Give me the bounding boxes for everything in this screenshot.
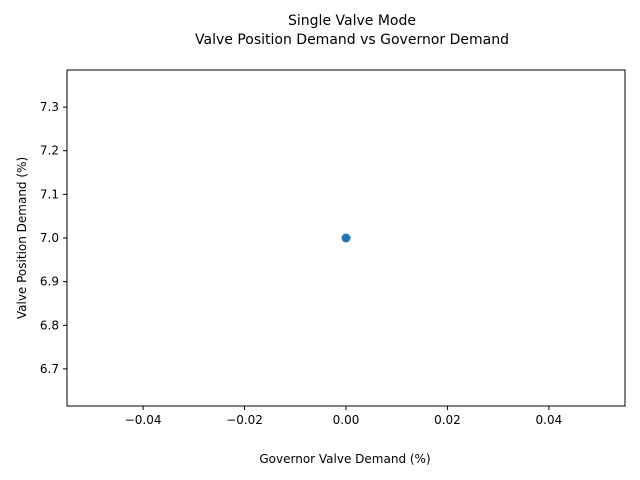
data-points	[341, 233, 351, 243]
data-point	[341, 233, 351, 243]
x-tick-label: −0.02	[226, 413, 263, 427]
x-axis-ticks: −0.04 −0.02 0.00 0.02 0.04	[125, 406, 563, 427]
y-axis-label: Valve Position Demand (%)	[15, 157, 29, 319]
y-tick-label: 6.7	[40, 362, 59, 376]
y-tick-label: 7.0	[40, 231, 59, 245]
y-tick-label: 7.2	[40, 144, 59, 158]
x-axis-label: Governor Valve Demand (%)	[259, 452, 430, 466]
y-axis-ticks: 6.7 6.8 6.9 7.0 7.1 7.2 7.3	[40, 100, 67, 376]
x-tick-label: 0.00	[333, 413, 360, 427]
y-tick-label: 7.3	[40, 100, 59, 114]
y-tick-label: 6.8	[40, 318, 59, 332]
x-tick-label: 0.04	[536, 413, 563, 427]
y-tick-label: 6.9	[40, 275, 59, 289]
chart-subtitle: Valve Position Demand vs Governor Demand	[195, 32, 509, 48]
y-tick-label: 7.1	[40, 187, 59, 201]
x-tick-label: −0.04	[125, 413, 162, 427]
plot-area: −0.04 −0.02 0.00 0.02 0.04 6.7 6.8 6.9 7.0 7.1 7.…	[40, 69, 626, 427]
chart-title: Single Valve Mode	[288, 13, 416, 29]
x-tick-label: 0.02	[434, 413, 461, 427]
